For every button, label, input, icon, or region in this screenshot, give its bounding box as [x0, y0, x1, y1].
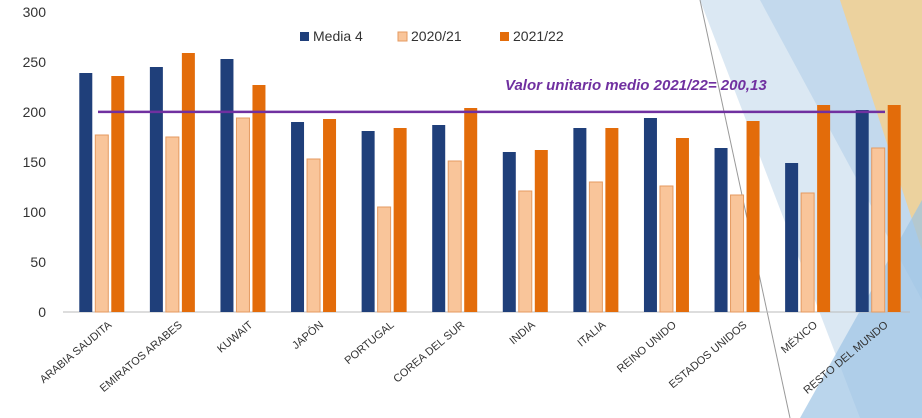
bar [111, 76, 125, 312]
bar [393, 128, 407, 312]
y-tick-label: 100 [23, 204, 47, 220]
bar [447, 160, 462, 313]
x-tick-label: PORTUGAL [343, 319, 397, 367]
bar [887, 105, 901, 312]
y-tick-label: 250 [23, 54, 47, 70]
y-tick-label: 0 [38, 304, 46, 320]
bar [323, 119, 337, 312]
bar [432, 125, 446, 312]
legend-swatch [300, 32, 309, 41]
legend-label: 2021/22 [513, 28, 564, 44]
bar [588, 181, 603, 313]
bar [220, 59, 234, 312]
bar [165, 136, 180, 313]
bar [377, 206, 392, 313]
bar [94, 134, 109, 313]
bar [605, 128, 619, 312]
reference-label: Valor unitario medio 2021/22= 200,13 [505, 77, 767, 94]
bar [235, 117, 250, 313]
bar [643, 118, 657, 312]
y-tick-label: 200 [23, 104, 47, 120]
bar [659, 185, 674, 313]
x-tick-label: ITALIA [575, 319, 608, 350]
x-tick-label: MÉXICO [778, 318, 820, 356]
x-tick-label: ESTADOS UNIDOS [667, 319, 749, 391]
bar [534, 150, 548, 312]
bar [149, 67, 163, 312]
bar [518, 190, 533, 313]
bar [573, 128, 587, 312]
x-tick-label: INDIA [508, 319, 539, 347]
bar [871, 147, 886, 313]
x-tick-label: REINO UNIDO [615, 319, 679, 376]
bar [675, 138, 689, 312]
legend-swatch [397, 31, 408, 42]
bar [746, 121, 760, 312]
bar [464, 108, 478, 312]
bar [785, 163, 799, 312]
bar [361, 131, 375, 312]
legend-label: Media 4 [313, 28, 363, 44]
bar [800, 192, 815, 313]
bar [502, 152, 516, 312]
legend-swatch [500, 32, 509, 41]
bar [181, 53, 195, 312]
bar [252, 85, 266, 312]
y-tick-label: 50 [30, 254, 46, 270]
x-tick-label: KUWAIT [215, 319, 255, 356]
bar [714, 148, 728, 312]
bar [730, 194, 745, 313]
x-tick-label: ARABIA SAUDITA [38, 319, 115, 386]
bar [306, 158, 321, 313]
bar [817, 105, 831, 312]
x-tick-label: JAPÓN [290, 318, 326, 352]
x-tick-label: COREA DEL SUR [391, 319, 467, 385]
y-tick-label: 150 [23, 154, 47, 170]
bar [855, 110, 869, 312]
legend-label: 2020/21 [411, 28, 462, 44]
bar [79, 73, 93, 312]
bar [291, 122, 305, 312]
y-tick-label: 300 [23, 4, 47, 20]
